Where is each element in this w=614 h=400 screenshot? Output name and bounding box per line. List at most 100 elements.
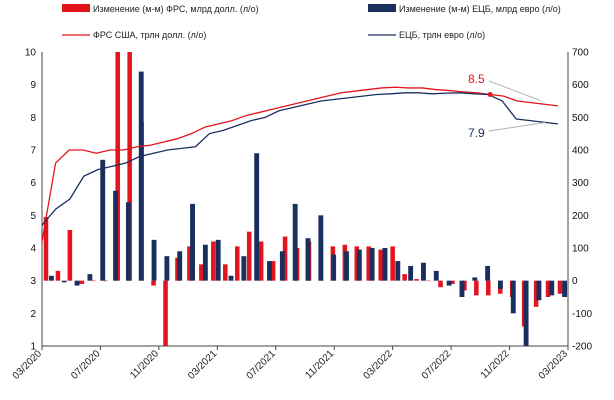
ecb-bar xyxy=(215,239,221,281)
fed-callout-leader xyxy=(488,80,541,101)
ecb-callout-leader xyxy=(488,121,546,132)
ecb-line xyxy=(41,92,559,226)
ecb-bar xyxy=(164,256,170,281)
y-right-tick-label: -200 xyxy=(572,342,592,353)
fed-bar xyxy=(127,52,132,281)
fed-bar xyxy=(199,264,204,281)
fed-callout-point xyxy=(487,91,493,97)
fed-bar xyxy=(43,216,49,281)
y-right-tick-label: 0 xyxy=(572,276,578,287)
ecb-bar xyxy=(241,256,247,281)
ecb-bar xyxy=(177,251,183,281)
legend-label-ecb-line: ЕЦБ, трлн евро (л/о) xyxy=(399,30,485,40)
ecb-bar xyxy=(318,215,324,281)
fed-callout-label: 8.5 xyxy=(468,72,485,86)
ecb-bar xyxy=(74,280,80,286)
x-tick-label: 03/2020 xyxy=(11,348,45,382)
ecb-bar xyxy=(472,277,478,281)
ecb-bar xyxy=(356,249,362,281)
ecb-bar xyxy=(344,251,349,281)
fed-bar xyxy=(533,280,539,307)
y-left-tick-label: 9 xyxy=(30,80,36,91)
ecb-bar xyxy=(125,202,131,281)
fed-bar xyxy=(103,280,109,282)
ecb-bar xyxy=(459,280,465,297)
fed-bar xyxy=(211,241,216,281)
ecb-bar xyxy=(510,280,516,314)
fed-bar xyxy=(79,280,85,284)
ecb-bar xyxy=(292,203,298,281)
legend-swatch-ecb-bar xyxy=(368,4,396,12)
fed-bar xyxy=(223,264,228,281)
ecb-bar xyxy=(498,280,503,289)
fed-bar xyxy=(402,274,407,281)
fed-bar xyxy=(234,246,240,281)
fed-bar xyxy=(91,280,97,282)
ecb-bar xyxy=(549,280,555,296)
fed-bar xyxy=(426,280,431,282)
ecb-bar xyxy=(113,190,118,281)
ecb-bar xyxy=(138,71,144,281)
ecb-bar xyxy=(48,275,54,281)
fed-bar xyxy=(258,241,264,281)
ecb-bar xyxy=(446,280,452,286)
ecb-bar xyxy=(87,274,93,281)
ecb-bar xyxy=(485,265,491,281)
x-tick-label: 07/2022 xyxy=(420,348,454,382)
ecb-bar xyxy=(202,244,208,281)
fed-bar xyxy=(163,280,168,346)
ecb-bar xyxy=(100,159,106,281)
y-left-tick-label: 6 xyxy=(30,178,36,189)
y-right-tick-label: 500 xyxy=(572,113,589,124)
fed-bar xyxy=(366,246,372,281)
fed-bar xyxy=(414,279,419,281)
ecb-bar xyxy=(228,275,234,281)
fed-bar xyxy=(151,280,156,286)
fed-bar xyxy=(55,270,61,281)
y-left-tick-label: 7 xyxy=(30,146,36,157)
ecb-bar xyxy=(254,153,260,281)
bars xyxy=(43,52,568,346)
ecb-bar xyxy=(331,254,337,281)
ecb-bar xyxy=(433,270,439,281)
lines xyxy=(41,86,559,242)
legend-swatch-fed-bar xyxy=(62,4,90,12)
y-right-tick-label: 200 xyxy=(572,211,589,222)
fed-bar xyxy=(246,231,252,281)
axes: 1 2 3 4 5 6 7 8 9 10 -200 -100 0 100 200 300 400 500 600 70… xyxy=(11,48,593,382)
y-left-tick-label: 8 xyxy=(30,113,36,124)
ecb-bar xyxy=(190,203,195,281)
ecb-bar xyxy=(562,280,568,297)
ecb-bar xyxy=(395,261,401,281)
ecb-bar xyxy=(279,251,285,281)
x-tick-label: 07/2021 xyxy=(245,348,279,382)
fed-bar xyxy=(115,52,120,281)
y-left-tick-label: 10 xyxy=(25,48,37,59)
fed-bar xyxy=(270,261,276,281)
y-left-tick-label: 1 xyxy=(30,342,36,353)
fed-bar xyxy=(67,230,73,281)
ecb-bar xyxy=(421,262,426,281)
fed-bar xyxy=(474,280,479,296)
ecb-bar xyxy=(61,280,67,283)
x-tick-label: 11/2020 xyxy=(128,348,161,381)
fed-bar xyxy=(450,280,455,284)
legend: Изменение (м-м) ФРС, млрд долл. (л/о) Из… xyxy=(62,4,561,40)
fed-bar xyxy=(486,280,491,296)
ecb-bar xyxy=(305,238,311,281)
ecb-bar xyxy=(523,280,529,346)
legend-label-fed-bar: Изменение (м-м) ФРС, млрд долл. (л/о) xyxy=(93,4,259,14)
y-left-tick-label: 3 xyxy=(30,276,36,287)
y-left-tick-label: 4 xyxy=(30,244,36,255)
x-tick-label: 03/2023 xyxy=(537,348,571,382)
y-right-tick-label: 700 xyxy=(572,48,589,59)
fed-line xyxy=(41,86,559,242)
fed-bar xyxy=(545,280,551,297)
y-left-tick-label: 5 xyxy=(30,211,36,222)
ecb-bar xyxy=(536,280,542,301)
fed-bar xyxy=(390,246,395,281)
ecb-bar xyxy=(369,248,375,281)
y-right-tick-label: -100 xyxy=(572,309,592,320)
ecb-bar xyxy=(151,239,157,281)
